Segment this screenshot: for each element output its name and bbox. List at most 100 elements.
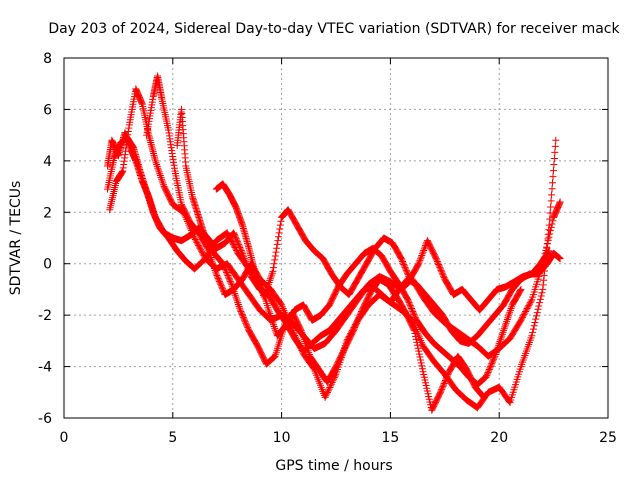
- data-point: [231, 232, 239, 240]
- data-point: [522, 306, 530, 314]
- data-point: [407, 303, 415, 311]
- y-tick-label: 8: [43, 51, 52, 67]
- data-point: [434, 259, 442, 267]
- data-point: [416, 353, 424, 361]
- chart-title: Day 203 of 2024, Sidereal Day-to-day VTE…: [48, 21, 620, 37]
- data-point: [225, 232, 233, 240]
- data-point: [276, 221, 284, 229]
- data-point: [408, 305, 416, 313]
- data-point: [399, 259, 407, 267]
- data-point: [416, 256, 424, 264]
- y-tick-label: 2: [43, 205, 52, 221]
- data-point: [223, 270, 231, 278]
- data-point: [538, 289, 546, 297]
- data-point: [231, 244, 239, 252]
- data-point: [357, 309, 365, 317]
- data-point: [400, 262, 408, 270]
- data-point: [436, 388, 444, 396]
- data-point: [224, 230, 232, 238]
- data-point: [226, 276, 234, 284]
- data-point: [225, 274, 233, 282]
- data-point: [403, 268, 411, 276]
- data-point: [549, 179, 557, 187]
- data-point: [227, 236, 235, 244]
- data-point: [547, 203, 555, 211]
- data-point: [295, 341, 303, 349]
- data-point: [418, 250, 426, 258]
- data-point: [258, 287, 266, 295]
- data-point: [354, 316, 362, 324]
- data-point: [221, 266, 229, 274]
- data-point: [218, 283, 226, 291]
- data-point: [437, 266, 445, 274]
- data-point: [216, 279, 224, 287]
- data-point: [323, 388, 331, 396]
- data-point: [230, 242, 238, 250]
- data-point: [415, 350, 423, 358]
- data-point: [220, 263, 228, 271]
- data-point: [436, 265, 444, 273]
- data-point: [219, 261, 227, 269]
- data-point: [517, 285, 525, 293]
- data-point: [483, 370, 491, 378]
- data-point: [415, 258, 423, 266]
- data-point: [545, 233, 553, 241]
- data-point: [525, 302, 533, 310]
- data-point: [257, 285, 265, 293]
- data-point: [253, 273, 261, 281]
- data-point: [288, 327, 296, 335]
- x-tick-label: 25: [599, 430, 617, 446]
- data-point: [223, 229, 231, 237]
- data-point: [527, 297, 535, 305]
- data-point: [241, 318, 249, 326]
- data-point: [194, 241, 202, 249]
- data-point: [418, 362, 426, 370]
- data-point: [219, 285, 227, 293]
- data-point: [321, 393, 329, 401]
- data-point: [546, 230, 554, 238]
- data-point: [294, 338, 302, 346]
- data-point: [232, 235, 240, 243]
- y-tick-label: -6: [38, 411, 52, 427]
- data-point: [411, 312, 419, 320]
- data-point: [547, 223, 555, 231]
- data-point: [536, 299, 544, 307]
- y-tick-label: 0: [43, 257, 52, 273]
- data-point: [270, 264, 278, 272]
- y-tick-label: -4: [38, 360, 52, 376]
- data-point: [256, 283, 264, 291]
- data-point: [237, 307, 245, 315]
- data-point: [197, 246, 205, 254]
- data-point: [274, 233, 282, 241]
- data-point: [254, 277, 262, 285]
- data-point: [277, 217, 285, 225]
- data-point: [549, 173, 557, 181]
- data-point: [490, 354, 498, 362]
- y-axis-label: SDTVAR / TECUs: [8, 181, 24, 296]
- data-point: [224, 271, 232, 279]
- data-point: [440, 379, 448, 387]
- data-point: [219, 286, 227, 294]
- data-point: [222, 267, 230, 275]
- plot-frame: [63, 57, 609, 419]
- data-point: [226, 235, 234, 243]
- data-point: [353, 319, 361, 327]
- data-point: [350, 325, 358, 333]
- data-point: [271, 256, 279, 264]
- data-point: [438, 384, 446, 392]
- data-point: [438, 269, 446, 277]
- data-point: [485, 366, 493, 374]
- data-point: [520, 310, 528, 318]
- x-tick-label: 10: [273, 430, 291, 446]
- series-track-4: [143, 72, 525, 389]
- x-tick-label: 0: [60, 430, 69, 446]
- data-point: [531, 318, 539, 326]
- data-point: [479, 393, 487, 401]
- data-point: [543, 243, 551, 251]
- data-point: [485, 367, 493, 375]
- data-point: [401, 263, 409, 271]
- data-point: [227, 279, 235, 287]
- x-tick-label: 20: [490, 430, 508, 446]
- data-point: [442, 375, 450, 383]
